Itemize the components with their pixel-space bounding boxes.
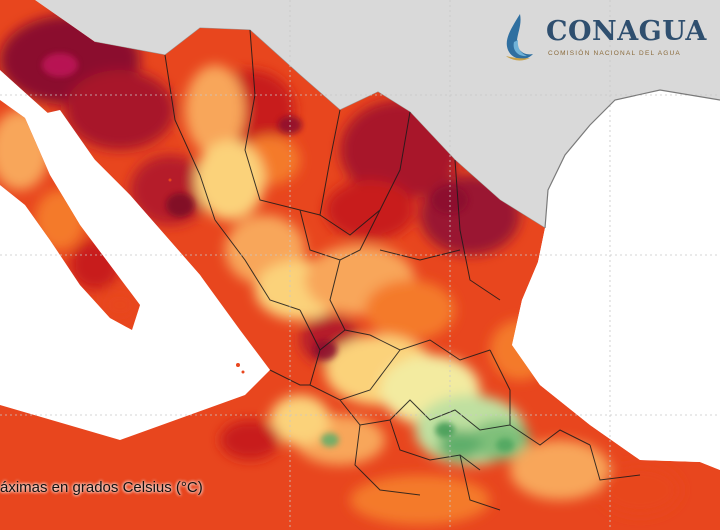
usa-land: [30, 0, 720, 228]
map-caption: áximas en grados Celsius (°C): [0, 479, 203, 496]
gulf-of-california: [25, 110, 220, 305]
gulf-of-mexico: [512, 90, 720, 470]
logo-wordmark: CONAGUA: [546, 16, 707, 47]
texas-coastline: [544, 89, 720, 229]
water-drop-icon: [506, 14, 533, 61]
conagua-logo: CONAGUA COMISIÓN NACIONAL DEL AGUA: [500, 12, 710, 64]
logo-tagline: COMISIÓN NACIONAL DEL AGUA: [548, 50, 681, 57]
islands: [168, 178, 245, 374]
